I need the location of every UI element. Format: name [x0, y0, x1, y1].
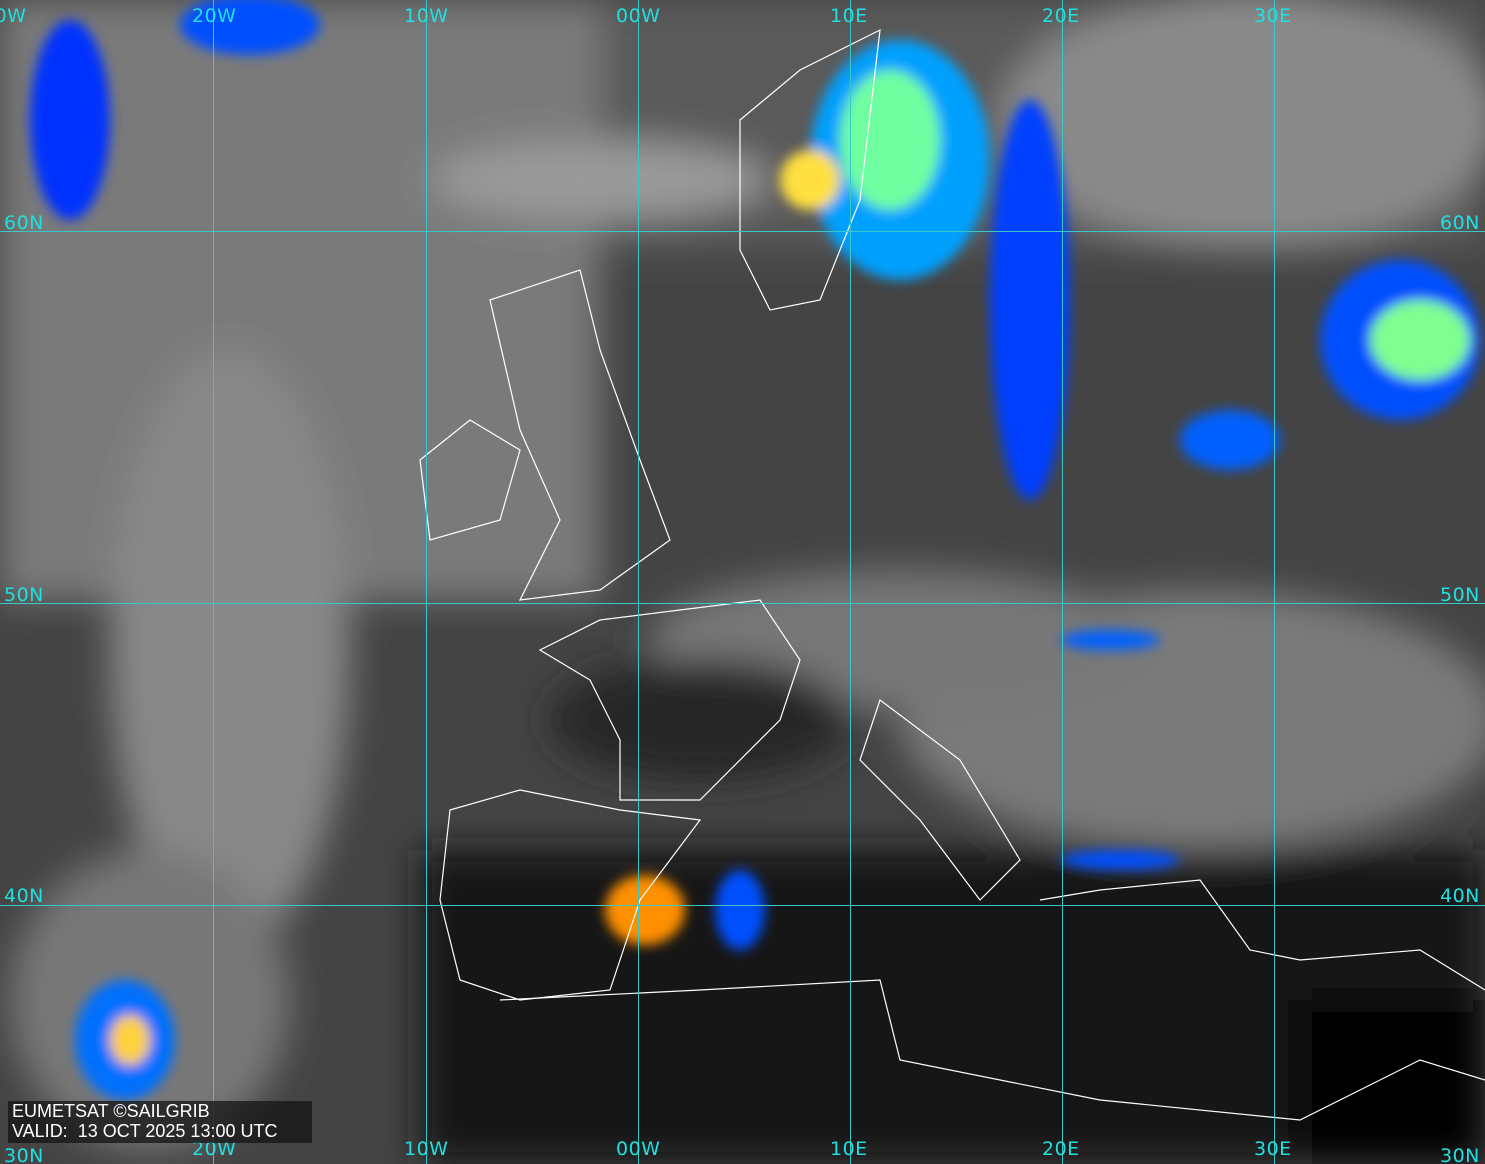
grid-line-10e	[850, 0, 851, 1164]
lon-label-bottom: 10E	[830, 1138, 868, 1160]
lon-label-top: 00W	[616, 5, 661, 27]
lon-label-bottom: 30E	[1254, 1138, 1292, 1160]
lat-label-right: 40N	[1440, 885, 1480, 907]
lat-label-left: 30N	[4, 1145, 44, 1164]
lon-label-bottom: 20W	[192, 1138, 237, 1160]
coastlines	[419, 28, 1485, 1121]
lon-label-top: 10E	[830, 5, 868, 27]
lon-label-top: 20W	[192, 5, 237, 27]
lon-label-top: 10W	[404, 5, 449, 27]
lat-label-right: 50N	[1440, 584, 1480, 606]
grid-line-40n	[0, 905, 1485, 906]
grid-line-10w	[426, 0, 427, 1164]
lon-label-top: 30E	[1254, 5, 1292, 27]
lon-label-top: 20E	[1042, 5, 1080, 27]
lon-label-bottom: 00W	[616, 1138, 661, 1160]
credit-box: EUMETSAT ©SAILGRIB VALID: 13 OCT 2025 13…	[8, 1101, 312, 1143]
credit-source: EUMETSAT ©SAILGRIB	[12, 1101, 210, 1121]
grid-line-30e	[1274, 0, 1275, 1164]
grid-line-20w	[213, 0, 214, 1164]
lat-label-right: 60N	[1440, 212, 1480, 234]
valid-time: VALID: 13 OCT 2025 13:00 UTC	[12, 1121, 278, 1141]
lon-label-top: 30W	[0, 5, 27, 27]
lat-label-left: 50N	[4, 584, 44, 606]
grid-line-60n	[0, 231, 1485, 232]
lat-label-right: 30N	[1440, 1145, 1480, 1164]
lon-label-bottom: 10W	[404, 1138, 449, 1160]
lat-label-left: 60N	[4, 212, 44, 234]
grid-line-00w	[638, 0, 639, 1164]
precipitation-overlay	[30, 0, 1480, 1100]
lon-label-bottom: 20E	[1042, 1138, 1080, 1160]
grid-line-50n	[0, 603, 1485, 604]
lat-label-left: 40N	[4, 885, 44, 907]
grid-line-20e	[1062, 0, 1063, 1164]
